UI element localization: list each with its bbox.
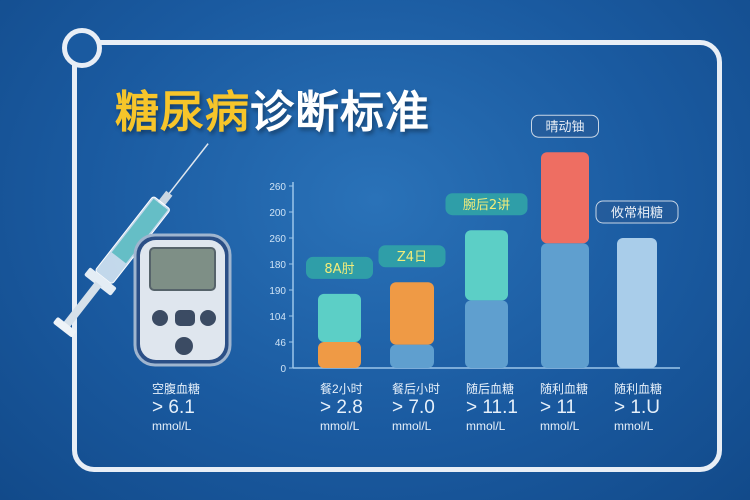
criterion-name: 空腹血糖 (152, 382, 201, 396)
y-tick-label: 180 (269, 260, 286, 271)
y-tick-label: 0 (280, 364, 286, 375)
bar-segment (390, 282, 434, 345)
bar-label-bubble (445, 193, 528, 216)
criterion-item: 餐2小时 > 2.8 mmol/L (320, 380, 363, 433)
criterion-value: > 2.8 (320, 397, 363, 418)
criterion-value: > 1.U (614, 397, 660, 418)
bar-label: 腕后2讲 (463, 197, 510, 213)
title-rest: 诊断标准 (250, 87, 430, 138)
criterion-value: > 7.0 (392, 397, 435, 418)
y-tick-label: 200 (269, 208, 286, 219)
criterion-unit: mmol/L (320, 419, 360, 433)
criterion-name: 餐2小时 (320, 382, 363, 396)
criterion-value: > 11 (540, 397, 577, 418)
criterion-name: 餐后小时 (392, 382, 441, 396)
bar-segment (541, 152, 589, 244)
page-title: 糖尿病诊断标准 (115, 76, 430, 140)
bar-segment (541, 243, 589, 368)
bar-segment (318, 293, 361, 342)
frame-border (72, 40, 722, 472)
criterion-item: 随利血糖 > 1.U mmol/L (614, 380, 662, 433)
title-highlight: 糖尿病 (115, 87, 250, 138)
criterion-name: 随利血糖 (540, 382, 589, 396)
criterion-unit: mmol/L (540, 419, 580, 433)
bar: 8A肘 (306, 256, 373, 368)
bar-label-bubble (595, 200, 679, 224)
criterion-unit: mmol/L (466, 419, 506, 433)
y-tick-label: 190 (269, 286, 286, 297)
criterion-unit: mmol/L (614, 419, 654, 433)
criterion-value: > 11.1 (466, 397, 518, 418)
bar: 腕后2讲 (445, 193, 528, 368)
bar-label-bubble (306, 256, 373, 279)
bar: 攸常相糖 (595, 200, 679, 368)
bar: Z4日 (378, 245, 446, 368)
criterion-name: 随后血糖 (466, 382, 515, 396)
bar-segment (390, 344, 434, 368)
syringe-icon (53, 143, 209, 337)
criterion-item: 餐后小时 > 7.0 mmol/L (392, 380, 440, 433)
bar-label: 8A肘 (324, 262, 354, 277)
bar-segment (318, 342, 361, 368)
criterion-value: > 6.1 (152, 397, 195, 418)
criterion-unit: mmol/L (152, 419, 192, 433)
bar-label: Z4日 (397, 250, 427, 265)
y-tick-label: 104 (269, 312, 286, 323)
y-tick-label: 46 (275, 338, 287, 349)
frame-ring (62, 28, 102, 68)
criterion-item: 随利血糖 > 11 mmol/L (540, 380, 588, 433)
bar-segment (465, 300, 508, 368)
criterion-name: 随利血糖 (614, 382, 663, 396)
bar-segment (465, 230, 508, 301)
criterion-unit: mmol/L (392, 419, 432, 433)
y-tick-label: 260 (269, 234, 286, 245)
bar-label-bubble (531, 114, 599, 138)
bar-label: 攸常相糖 (611, 205, 663, 221)
criterion-item: 随后血糖 > 11.1 mmol/L (466, 380, 518, 433)
y-tick-label: 260 (269, 182, 286, 193)
glucose-meter-icon (133, 233, 232, 367)
bar-segment (617, 238, 657, 368)
criterion-item: 空腹血糖 > 6.1 mmol/L (152, 380, 200, 433)
bar-label: 晴动铀 (545, 120, 584, 135)
bar: 晴动铀 (531, 114, 599, 368)
bar-label-bubble (378, 245, 446, 268)
